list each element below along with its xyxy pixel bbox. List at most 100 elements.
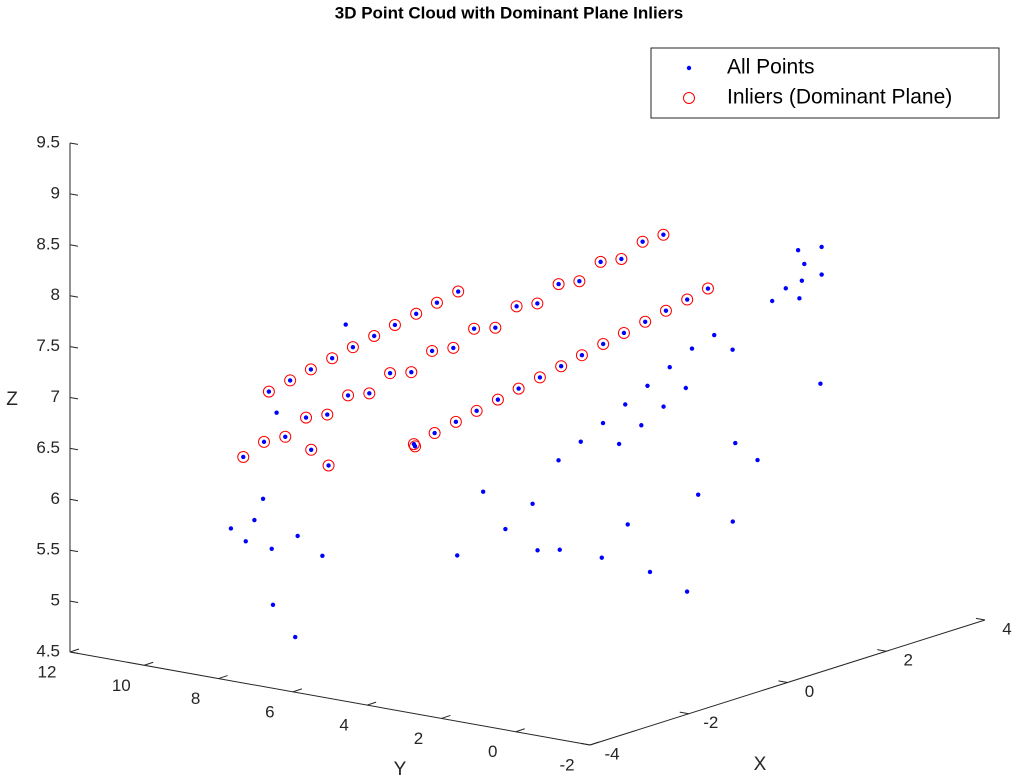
y-tick bbox=[441, 714, 451, 719]
point bbox=[503, 526, 508, 532]
x-tick-label: -4 bbox=[604, 744, 619, 763]
z-tick-label: 8.5 bbox=[36, 234, 60, 253]
point bbox=[407, 438, 420, 451]
point bbox=[598, 259, 603, 265]
x-tick-label: 0 bbox=[805, 682, 814, 701]
point bbox=[600, 420, 606, 426]
x-tick bbox=[679, 711, 689, 715]
point bbox=[555, 360, 568, 373]
point bbox=[430, 296, 443, 309]
z-tick bbox=[69, 346, 79, 349]
point bbox=[681, 293, 694, 306]
y-tick-label: 0 bbox=[488, 742, 497, 761]
point bbox=[432, 430, 437, 436]
y-tick-label: 8 bbox=[191, 689, 200, 708]
point bbox=[303, 415, 309, 420]
y-tick bbox=[515, 728, 525, 733]
point bbox=[363, 387, 376, 400]
point bbox=[454, 553, 460, 558]
point bbox=[453, 419, 459, 425]
point bbox=[371, 333, 377, 339]
point bbox=[621, 330, 627, 336]
point bbox=[470, 404, 483, 417]
point bbox=[405, 366, 418, 379]
point bbox=[510, 300, 523, 313]
point bbox=[491, 393, 504, 406]
point bbox=[689, 346, 695, 351]
point bbox=[412, 444, 418, 449]
point bbox=[530, 501, 535, 506]
point bbox=[640, 239, 645, 244]
point bbox=[647, 569, 653, 575]
point bbox=[346, 341, 359, 354]
point bbox=[615, 252, 628, 265]
point bbox=[755, 457, 760, 463]
point bbox=[309, 447, 314, 452]
x-tick bbox=[778, 680, 788, 683]
z-tick bbox=[69, 142, 79, 145]
point bbox=[701, 282, 714, 295]
point bbox=[573, 275, 586, 288]
point bbox=[260, 496, 266, 501]
point bbox=[769, 298, 775, 304]
point bbox=[819, 244, 824, 250]
z-tick bbox=[69, 397, 79, 400]
z-tick-label: 6.5 bbox=[36, 438, 60, 457]
point bbox=[600, 341, 606, 347]
point bbox=[293, 634, 298, 640]
point bbox=[326, 463, 331, 468]
point bbox=[474, 408, 479, 414]
point bbox=[495, 397, 501, 402]
point bbox=[645, 383, 650, 389]
point bbox=[480, 489, 486, 494]
y-tick bbox=[366, 701, 377, 706]
point bbox=[471, 326, 477, 331]
point bbox=[639, 423, 644, 428]
point bbox=[730, 347, 735, 352]
z-tick bbox=[69, 498, 79, 502]
point bbox=[326, 352, 339, 365]
point bbox=[429, 348, 435, 354]
point bbox=[367, 391, 372, 396]
point bbox=[428, 427, 441, 440]
x-tick bbox=[580, 742, 591, 746]
point bbox=[537, 375, 543, 380]
point bbox=[426, 344, 439, 357]
point bbox=[619, 256, 624, 262]
point bbox=[304, 363, 317, 376]
point bbox=[802, 261, 807, 267]
point bbox=[636, 235, 649, 248]
point bbox=[579, 352, 585, 358]
z-tick-label: 4.5 bbox=[36, 641, 60, 660]
point bbox=[228, 526, 234, 531]
point bbox=[531, 297, 544, 310]
point bbox=[413, 311, 419, 316]
x-tick bbox=[877, 649, 887, 652]
point bbox=[514, 304, 519, 309]
point bbox=[535, 548, 540, 553]
z-tick-label: 6 bbox=[51, 489, 60, 508]
point bbox=[657, 228, 670, 241]
point bbox=[252, 517, 257, 523]
point bbox=[512, 382, 525, 395]
point bbox=[322, 459, 335, 472]
legend-label: Inliers (Dominant Plane) bbox=[727, 86, 952, 109]
point bbox=[578, 439, 583, 444]
point bbox=[705, 286, 711, 291]
point bbox=[287, 378, 293, 383]
point bbox=[599, 555, 604, 560]
point bbox=[325, 412, 330, 417]
y-axis bbox=[69, 651, 591, 746]
point bbox=[625, 522, 630, 527]
point bbox=[283, 434, 288, 439]
point bbox=[558, 364, 564, 369]
x-tick-label: 2 bbox=[904, 651, 913, 670]
point bbox=[262, 385, 275, 398]
z-tick-label: 5.5 bbox=[36, 540, 60, 559]
z-tick bbox=[69, 549, 79, 553]
y-tick bbox=[589, 741, 600, 746]
point bbox=[295, 533, 300, 539]
z-tick bbox=[69, 295, 79, 298]
